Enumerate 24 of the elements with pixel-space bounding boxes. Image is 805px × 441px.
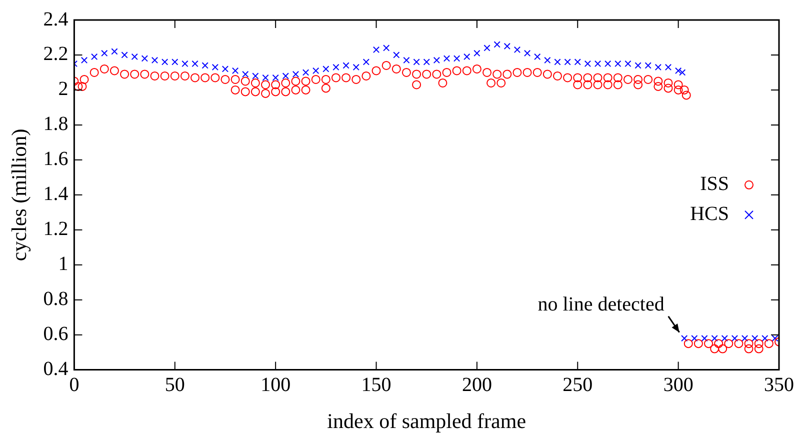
legend-label: ISS [700,173,729,196]
x-tick-label: 150 [361,374,392,396]
y-tick-label: 1.2 [43,218,68,240]
annotation: no line detected [538,293,664,316]
x-tick-label: 200 [462,374,492,396]
y-tick-label: 1 [58,253,68,276]
y-tick-label: 0.6 [43,323,68,346]
x-tick-label: 100 [260,374,291,396]
y-tick-label: 1.4 [43,183,68,206]
legend-label: HCS [690,203,729,226]
x-axis-title: index of sampled frame [327,408,526,433]
y-axis-title: cycles (million) [7,128,32,262]
y-tick-label: 1.6 [43,148,68,170]
x-tick-label: 250 [562,374,593,396]
x-tick-label: 350 [764,374,794,396]
y-tick-label: 2.2 [43,43,68,66]
y-tick-label: 1.8 [43,113,68,136]
y-tick-label: 0.8 [43,288,68,310]
x-tick-label: 0 [69,374,80,396]
y-tick-label: 2.4 [43,8,68,30]
x-tick-label: 50 [164,374,185,396]
x-tick-label: 300 [663,374,694,396]
y-tick-label: 2 [58,78,68,100]
y-tick-label: 0.4 [43,358,68,380]
